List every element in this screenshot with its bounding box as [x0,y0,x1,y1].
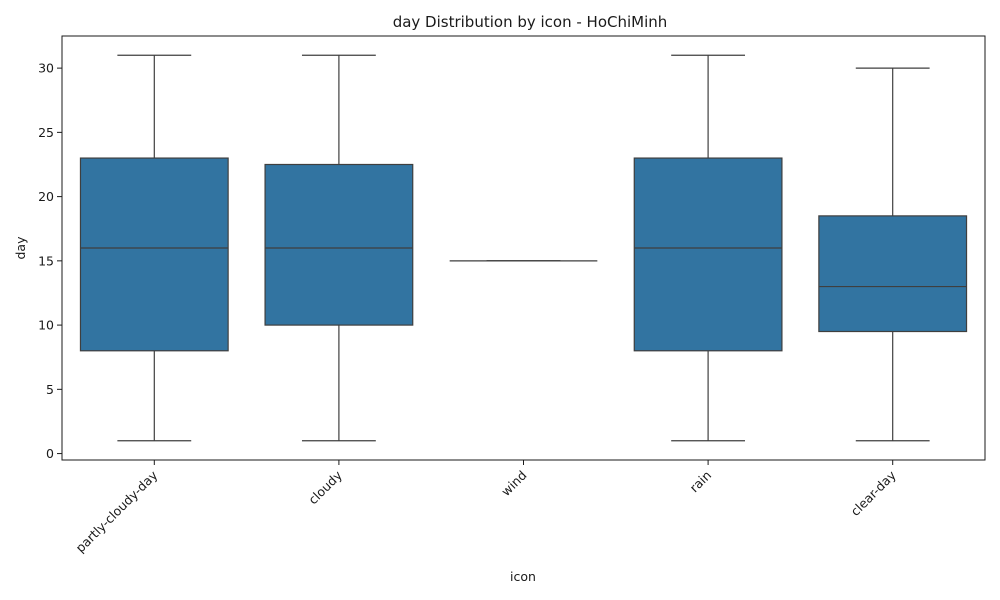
y-axis: 0 5 10 15 20 25 30 [38,61,62,461]
box [79,157,229,352]
box-group [633,54,783,442]
box [818,215,968,333]
x-tick-label: wind [498,468,530,500]
box [633,157,783,352]
x-tick-label: cloudy [305,467,345,507]
box-group [79,54,229,442]
box-group [264,54,414,442]
y-tick-label: 25 [38,125,54,140]
x-axis: partly-cloudy-day cloudy wind rain clear-day [73,460,900,555]
x-tick-label: clear-day [848,467,900,519]
x-tick-label: partly-cloudy-day [73,467,161,555]
chart-title: day Distribution by icon - HoChiMinh [393,13,668,31]
x-tick-label: rain [687,468,715,496]
y-tick-label: 20 [38,189,54,204]
y-tick-label: 15 [38,253,54,268]
plot-area [79,54,968,442]
y-tick-label: 30 [38,61,54,76]
y-tick-label: 10 [38,318,54,333]
box [264,163,414,326]
box-group [818,67,968,442]
y-tick-label: 0 [46,446,54,461]
x-axis-label: icon [510,569,536,584]
y-axis-label: day [13,236,28,260]
y-tick-label: 5 [46,382,54,397]
plot-frame [61,35,986,461]
